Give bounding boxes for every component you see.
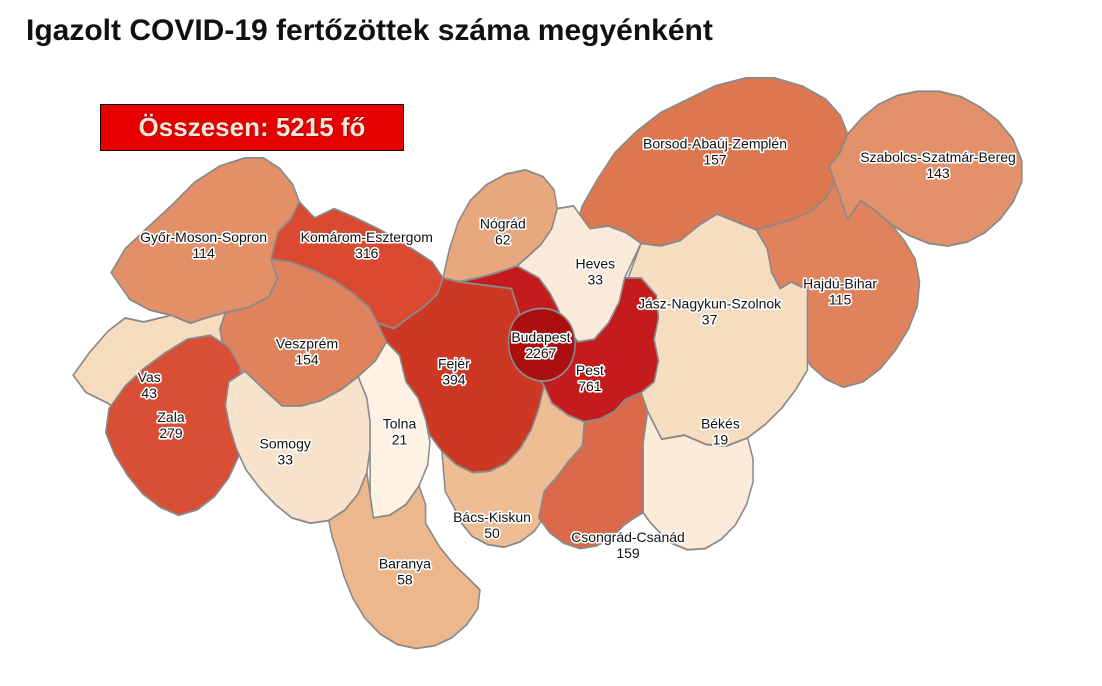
svg-text:43: 43 [141, 385, 157, 401]
svg-text:Bács-Kiskun: Bács-Kiskun [453, 509, 531, 525]
svg-text:37: 37 [702, 312, 718, 328]
svg-text:Baranya: Baranya [379, 556, 431, 572]
svg-text:Nógrád: Nógrád [480, 216, 526, 232]
svg-text:Heves: Heves [575, 256, 615, 272]
svg-text:Győr-Moson-Sopron: Győr-Moson-Sopron [140, 229, 267, 245]
svg-text:Békés: Békés [701, 416, 740, 432]
svg-text:114: 114 [192, 245, 215, 261]
svg-text:Komárom-Esztergom: Komárom-Esztergom [301, 229, 433, 245]
svg-text:19: 19 [713, 432, 729, 448]
svg-text:21: 21 [392, 432, 408, 448]
svg-text:279: 279 [159, 425, 183, 441]
svg-text:Csongrád-Csanád: Csongrád-Csanád [571, 529, 685, 545]
svg-text:2267: 2267 [525, 345, 556, 361]
svg-text:394: 394 [442, 372, 466, 388]
svg-text:115: 115 [829, 292, 852, 308]
svg-text:Jász-Nagykun-Szolnok: Jász-Nagykun-Szolnok [638, 296, 782, 312]
svg-text:143: 143 [926, 165, 950, 181]
svg-text:Budapest: Budapest [511, 329, 570, 345]
svg-text:761: 761 [578, 378, 602, 394]
svg-text:Borsod-Abaúj-Zemplén: Borsod-Abaúj-Zemplén [643, 136, 787, 152]
svg-text:Vas: Vas [138, 369, 161, 385]
svg-text:159: 159 [616, 545, 640, 561]
svg-text:157: 157 [703, 152, 727, 168]
svg-text:Zala: Zala [157, 409, 184, 425]
svg-text:316: 316 [355, 245, 379, 261]
svg-text:58: 58 [397, 572, 413, 588]
svg-text:33: 33 [277, 452, 293, 468]
svg-text:62: 62 [495, 232, 511, 248]
svg-text:Veszprém: Veszprém [276, 336, 338, 352]
svg-text:Somogy: Somogy [260, 436, 311, 452]
svg-text:Pest: Pest [576, 362, 604, 378]
svg-text:Tolna: Tolna [383, 416, 417, 432]
svg-text:33: 33 [588, 272, 604, 288]
svg-text:50: 50 [484, 525, 500, 541]
svg-text:154: 154 [295, 352, 319, 368]
svg-text:Fejér: Fejér [438, 356, 470, 372]
svg-text:Szabolcs-Szatmár-Bereg: Szabolcs-Szatmár-Bereg [860, 149, 1016, 165]
svg-text:Hajdú-Bihar: Hajdú-Bihar [803, 276, 877, 292]
